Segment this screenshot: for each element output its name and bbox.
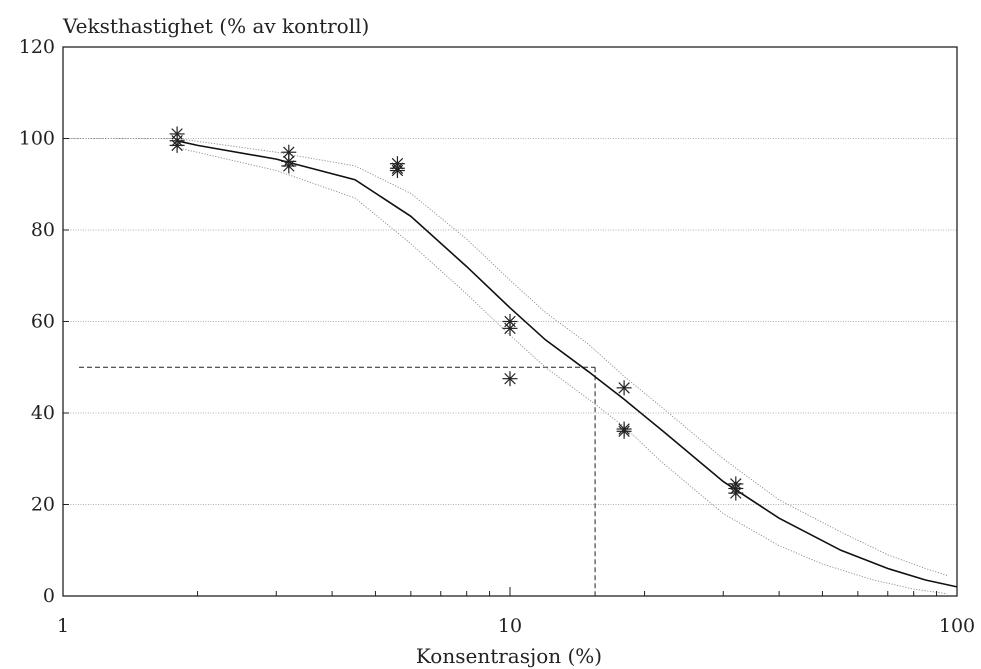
ticks [62,46,958,597]
data-point-stroke [504,322,516,335]
y-tick-label-120: 120 [19,36,55,58]
y-tick-label-20: 20 [31,494,55,516]
curves [63,138,958,595]
x-tick-labels: 1 10 100 [57,615,975,637]
y-tick-label-100: 100 [19,128,55,150]
curve-fit [176,140,958,588]
y-tick-label-0: 0 [43,585,55,607]
data-point [281,158,297,174]
data-point-stroke [618,382,630,394]
data-point-stroke [730,487,742,499]
data-point [389,163,405,179]
y-tick-label-40: 40 [31,402,55,424]
data-point-stroke [618,425,630,438]
data-point [616,423,632,439]
y-tick-labels: 0 20 40 60 80 100 120 [19,36,55,607]
curve-confidence-upper [63,138,948,576]
data-point [616,380,632,396]
x-axis-label: Konsentrasjon (%) [416,644,602,668]
x-tick-label-100: 100 [939,615,975,637]
data-point-stroke [171,139,183,152]
data-point-stroke [391,164,404,177]
y-axis-label: Veksthastighet (% av kontroll) [62,14,369,38]
x-tick-label-1: 1 [57,615,69,637]
data-point [502,371,518,387]
y-tick-label-80: 80 [31,219,55,241]
gridlines [63,138,957,505]
ec50-guide [79,366,596,596]
data-point [169,137,185,153]
data-point-stroke [504,372,516,385]
data-point-stroke [283,146,295,158]
curve-confidence-lower [176,147,948,595]
y-tick-label-60: 60 [31,311,55,333]
data-point-stroke [283,160,295,172]
data-point [728,485,744,501]
data-point [502,320,518,336]
data-point [281,144,297,160]
x-tick-label-10: 10 [498,615,522,637]
data-points [169,126,744,501]
